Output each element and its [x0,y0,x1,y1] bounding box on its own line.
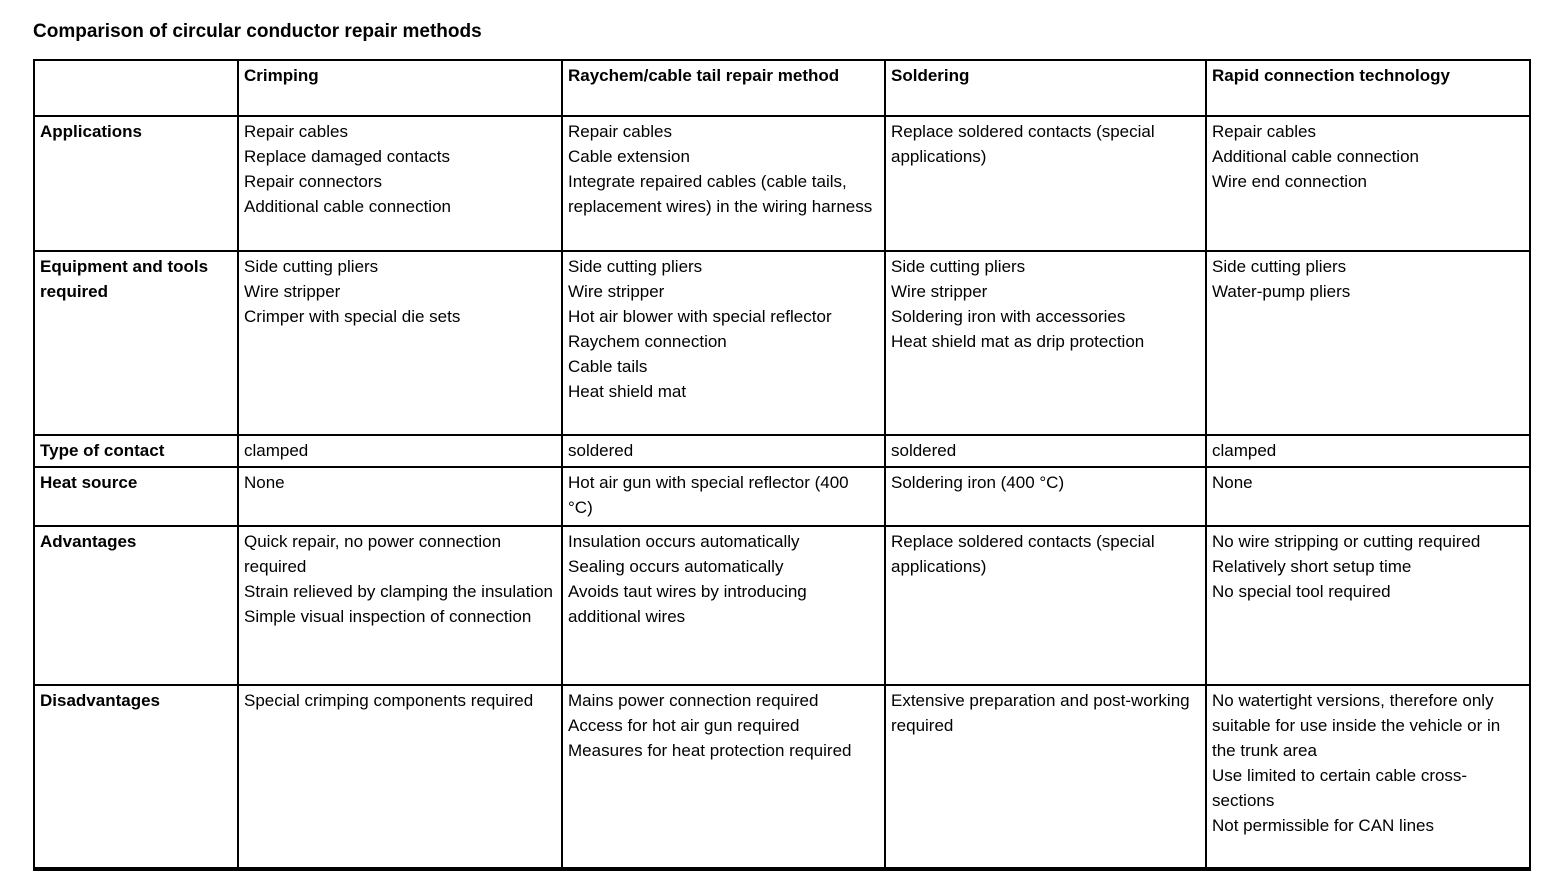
cell-line: Integrate repaired cables (cable tails, … [568,172,873,216]
table-row: Advantages Quick repair, no power connect… [33,525,1531,686]
cell-line: Cable tails [568,357,648,376]
cell-line: Wire stripper [568,282,665,301]
table-cell: clamped [1205,434,1531,468]
table-cell: Side cutting pliers Wire stripper Hot air … [561,250,886,436]
table-cell: Soldering iron (400 °C) [884,466,1207,527]
cell-line: Wire end connection [1212,172,1367,191]
table-cell: Mains power connection required Access fo… [561,684,886,870]
cell-line: Additional cable connection [244,197,451,216]
cell-line: Avoids taut wires by introducing additio… [568,582,807,626]
table-cell: Side cutting pliers Wire stripper Solderin… [884,250,1207,436]
row-label: Applications [33,115,239,252]
cell-line: No watertight versions, therefore only s… [1212,691,1501,760]
table-cell: Extensive preparation and post-working r… [884,684,1207,870]
cell-line: Wire stripper [244,282,341,301]
cell-line: Side cutting pliers [891,257,1026,276]
cell-line: Hot air gun with special reflector (400 … [568,473,849,517]
table-row: Applications Repair cables Replace damaged… [33,115,1531,252]
cell-line: Use limited to certain cable cross-secti… [1212,766,1468,810]
cell-line: Heat shield mat as drip protection [891,332,1145,351]
cell-line: Side cutting pliers [244,257,379,276]
table-cell: Replace soldered contacts (special appli… [884,115,1207,252]
cell-line: Wire stripper [891,282,988,301]
cell-line: Crimper with special die sets [244,307,461,326]
cell-line: Measures for heat protection required [568,741,852,760]
row-label: Disadvantages [33,684,239,870]
cell-line: clamped [244,441,309,460]
row-label: Heat source [33,466,239,527]
column-header: Raychem/cable tail repair method [561,59,886,117]
cell-line: Sealing occurs automatically [568,557,784,576]
cell-line: Not permissible for CAN lines [1212,816,1435,835]
table-row: Disadvantages Special crimping components… [33,684,1531,870]
column-header: Soldering [884,59,1207,117]
cell-line: Strain relieved by clamping the insulati… [244,582,554,601]
cell-line: Raychem connection [568,332,727,351]
cell-line: Replace damaged contacts [244,147,451,166]
cell-line: Special crimping components required [244,691,534,710]
cell-line: Quick repair, no power connection requir… [244,532,502,576]
cell-line: Side cutting pliers [1212,257,1347,276]
cell-line: Relatively short setup time [1212,557,1412,576]
cell-line: Extensive preparation and post-working r… [891,691,1190,735]
cell-line: clamped [1212,441,1277,460]
table-cell: None [237,466,563,527]
cell-line: Simple visual inspection of connection [244,607,532,626]
table-cell: Side cutting pliers Wire stripper Crimper … [237,250,563,436]
cell-line: Soldering iron with accessories [891,307,1126,326]
table-cell: Repair cables Replace damaged contacts Rep… [237,115,563,252]
cell-line: Access for hot air gun required [568,716,800,735]
cell-line: Insulation occurs automatically [568,532,800,551]
cell-line: Repair cables [244,122,348,141]
row-label: Type of contact [33,434,239,468]
table-cell: Side cutting pliers Water-pump pliers [1205,250,1531,436]
cell-line: Replace soldered contacts (special appli… [891,122,1155,166]
table-cell: Replace soldered contacts (special appli… [884,525,1207,686]
cell-line: Cable extension [568,147,690,166]
row-label: Equipment and tools required [33,250,239,436]
table-row: Heat source None Hot air gun with special … [33,466,1531,527]
cell-line: Repair connectors [244,172,382,191]
cell-line: soldered [891,441,957,460]
cell-line: Repair cables [568,122,672,141]
table-row: Type of contact clamped soldered soldered cl… [33,434,1531,468]
cell-line: soldered [568,441,634,460]
table-cell: clamped [237,434,563,468]
table-cell: Insulation occurs automatically Sealing o… [561,525,886,686]
table-cell: Quick repair, no power connection requir… [237,525,563,686]
table-cell: No watertight versions, therefore only s… [1205,684,1531,870]
cell-line: Heat shield mat [568,382,687,401]
cell-line: No special tool required [1212,582,1391,601]
cell-line: None [244,473,285,492]
table-cell: Repair cables Additional cable connection… [1205,115,1531,252]
table-row: Equipment and tools required Side cutting… [33,250,1531,436]
table-cell: Special crimping components required [237,684,563,870]
cell-line: Repair cables [1212,122,1316,141]
table-head: Crimping Raychem/cable tail repair method… [33,59,1531,117]
cell-line: None [1212,473,1253,492]
cell-line: Hot air blower with special reflector [568,307,832,326]
page-title: Comparison of circular conductor repair … [33,21,482,42]
table-header-row: Crimping Raychem/cable tail repair method… [33,59,1531,117]
table-cell: None [1205,466,1531,527]
row-label: Advantages [33,525,239,686]
cell-line: Additional cable connection [1212,147,1419,166]
column-header: Rapid connection technology [1205,59,1531,117]
cell-line: Soldering iron (400 °C) [891,473,1065,492]
table-cell: soldered [561,434,886,468]
cell-line: Replace soldered contacts (special appli… [891,532,1155,576]
cell-line: No wire stripping or cutting required [1212,532,1481,551]
corner-header-cell [33,59,239,117]
cell-line: Water-pump pliers [1212,282,1351,301]
table-cell: Hot air gun with special reflector (400 … [561,466,886,527]
cell-line: Side cutting pliers [568,257,703,276]
table-cell: Repair cables Cable extension Integrate re… [561,115,886,252]
cell-line: Mains power connection required [568,691,819,710]
table-cell: No wire stripping or cutting required Rel… [1205,525,1531,686]
comparison-table: Crimping Raychem/cable tail repair method… [33,59,1531,871]
table-body: Applications Repair cables Replace damaged… [33,115,1531,870]
column-header: Crimping [237,59,563,117]
table-cell: soldered [884,434,1207,468]
